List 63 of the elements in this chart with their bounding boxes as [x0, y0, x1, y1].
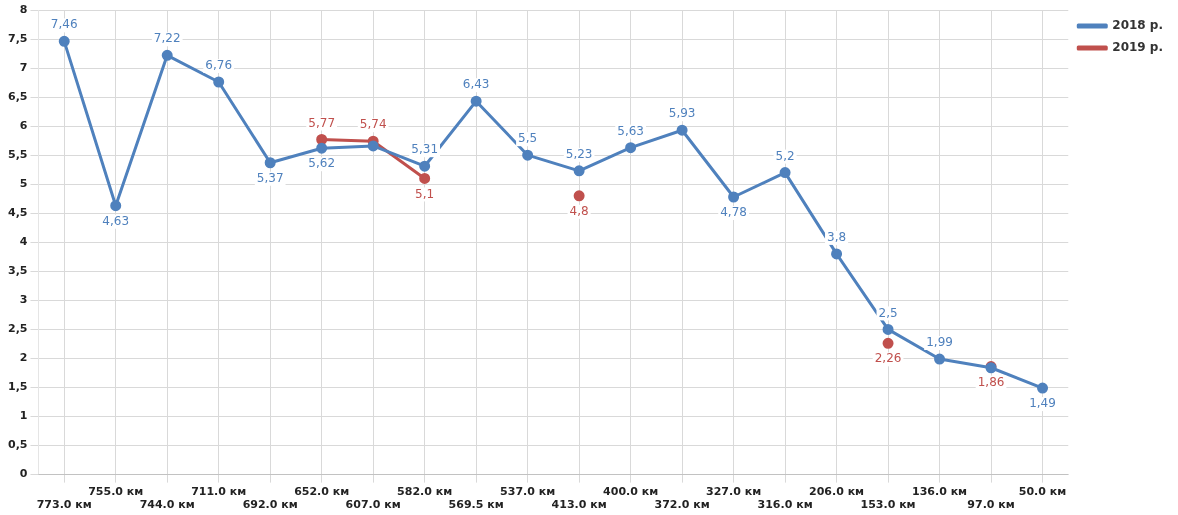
y-tick-label: 8: [19, 2, 28, 16]
data-label: 5,37: [256, 170, 284, 185]
x-tick-label: 652.0 км: [294, 485, 350, 499]
x-tick-label: 372.0 км: [654, 498, 710, 512]
x-tick-label: 744.0 км: [139, 498, 195, 512]
y-tick-label: 6: [19, 119, 28, 133]
data-label: 1,86: [977, 374, 1005, 389]
y-tick-label: 3,5: [7, 264, 28, 278]
data-label: 5,1: [415, 186, 435, 201]
x-tick-label: 413.0 км: [551, 498, 607, 512]
x-tick-label: 97.0 км: [967, 498, 1015, 512]
data-label: 5,62: [308, 156, 336, 171]
data-label: 7,22: [153, 31, 181, 46]
legend-label: 2018 р.: [1112, 18, 1164, 33]
y-tick-label: 0: [19, 467, 28, 481]
x-tick-label: 316.0 км: [757, 498, 813, 512]
data-label: 5,77: [308, 115, 336, 130]
data-label: 1,99: [926, 335, 953, 350]
y-tick-label: 4,5: [7, 206, 28, 220]
x-tick-label: 400.0 км: [603, 485, 659, 499]
data-label: 3,8: [827, 230, 847, 245]
x-tick-label: 206.0 км: [809, 485, 865, 499]
y-tick-label: 1,5: [7, 380, 28, 394]
y-tick-label: 6,5: [7, 89, 28, 103]
x-tick-label: 136.0 км: [912, 485, 968, 499]
y-tick-label: 2,5: [7, 322, 28, 336]
x-tick-label: 773.0 км: [36, 498, 92, 512]
data-label: 4,63: [102, 213, 130, 228]
x-tick-label: 327.0 км: [706, 485, 762, 499]
data-label: 6,43: [462, 77, 490, 92]
x-tick-label: 692.0 км: [242, 498, 298, 512]
x-tick-label: 711.0 км: [191, 485, 247, 499]
data-label: 5,23: [565, 146, 593, 161]
y-tick-label: 0,5: [7, 438, 28, 452]
y-tick-label: 5: [19, 177, 28, 191]
data-label: 2,5: [878, 305, 898, 320]
data-label: 4,78: [720, 205, 747, 220]
data-label: 5,63: [617, 123, 644, 138]
y-tick-label: 4: [19, 235, 28, 249]
data-label: 7,46: [50, 17, 78, 32]
data-label: 2,26: [874, 351, 902, 366]
y-tick-label: 5,5: [7, 148, 28, 162]
x-tick-label: 755.0 км: [88, 485, 144, 499]
y-tick-label: 3: [19, 293, 28, 307]
y-tick-label: 7: [19, 60, 28, 74]
data-label: 5,93: [668, 106, 696, 121]
data-label: 4,8: [569, 203, 589, 218]
y-tick-label: 1: [19, 409, 28, 423]
x-tick-label: 50.0 км: [1018, 485, 1067, 499]
x-tick-label: 582.0 км: [397, 485, 453, 499]
data-label: 5,5: [518, 131, 538, 146]
legend-label: 2019 р.: [1112, 40, 1164, 55]
y-tick-label: 2: [19, 351, 28, 365]
data-label: 6,76: [205, 58, 233, 73]
data-label: 5,2: [775, 148, 795, 163]
x-tick-label: 569.5 км: [448, 498, 504, 512]
data-label: 5,74: [359, 117, 387, 132]
y-tick-label: 7,5: [7, 31, 28, 45]
x-tick-label: 537.0 км: [500, 485, 556, 499]
data-label: 5,31: [411, 142, 439, 157]
data-label: 1,49: [1029, 396, 1056, 411]
x-tick-label: 153.0 км: [860, 498, 916, 512]
x-tick-label: 607.0 км: [345, 498, 401, 512]
